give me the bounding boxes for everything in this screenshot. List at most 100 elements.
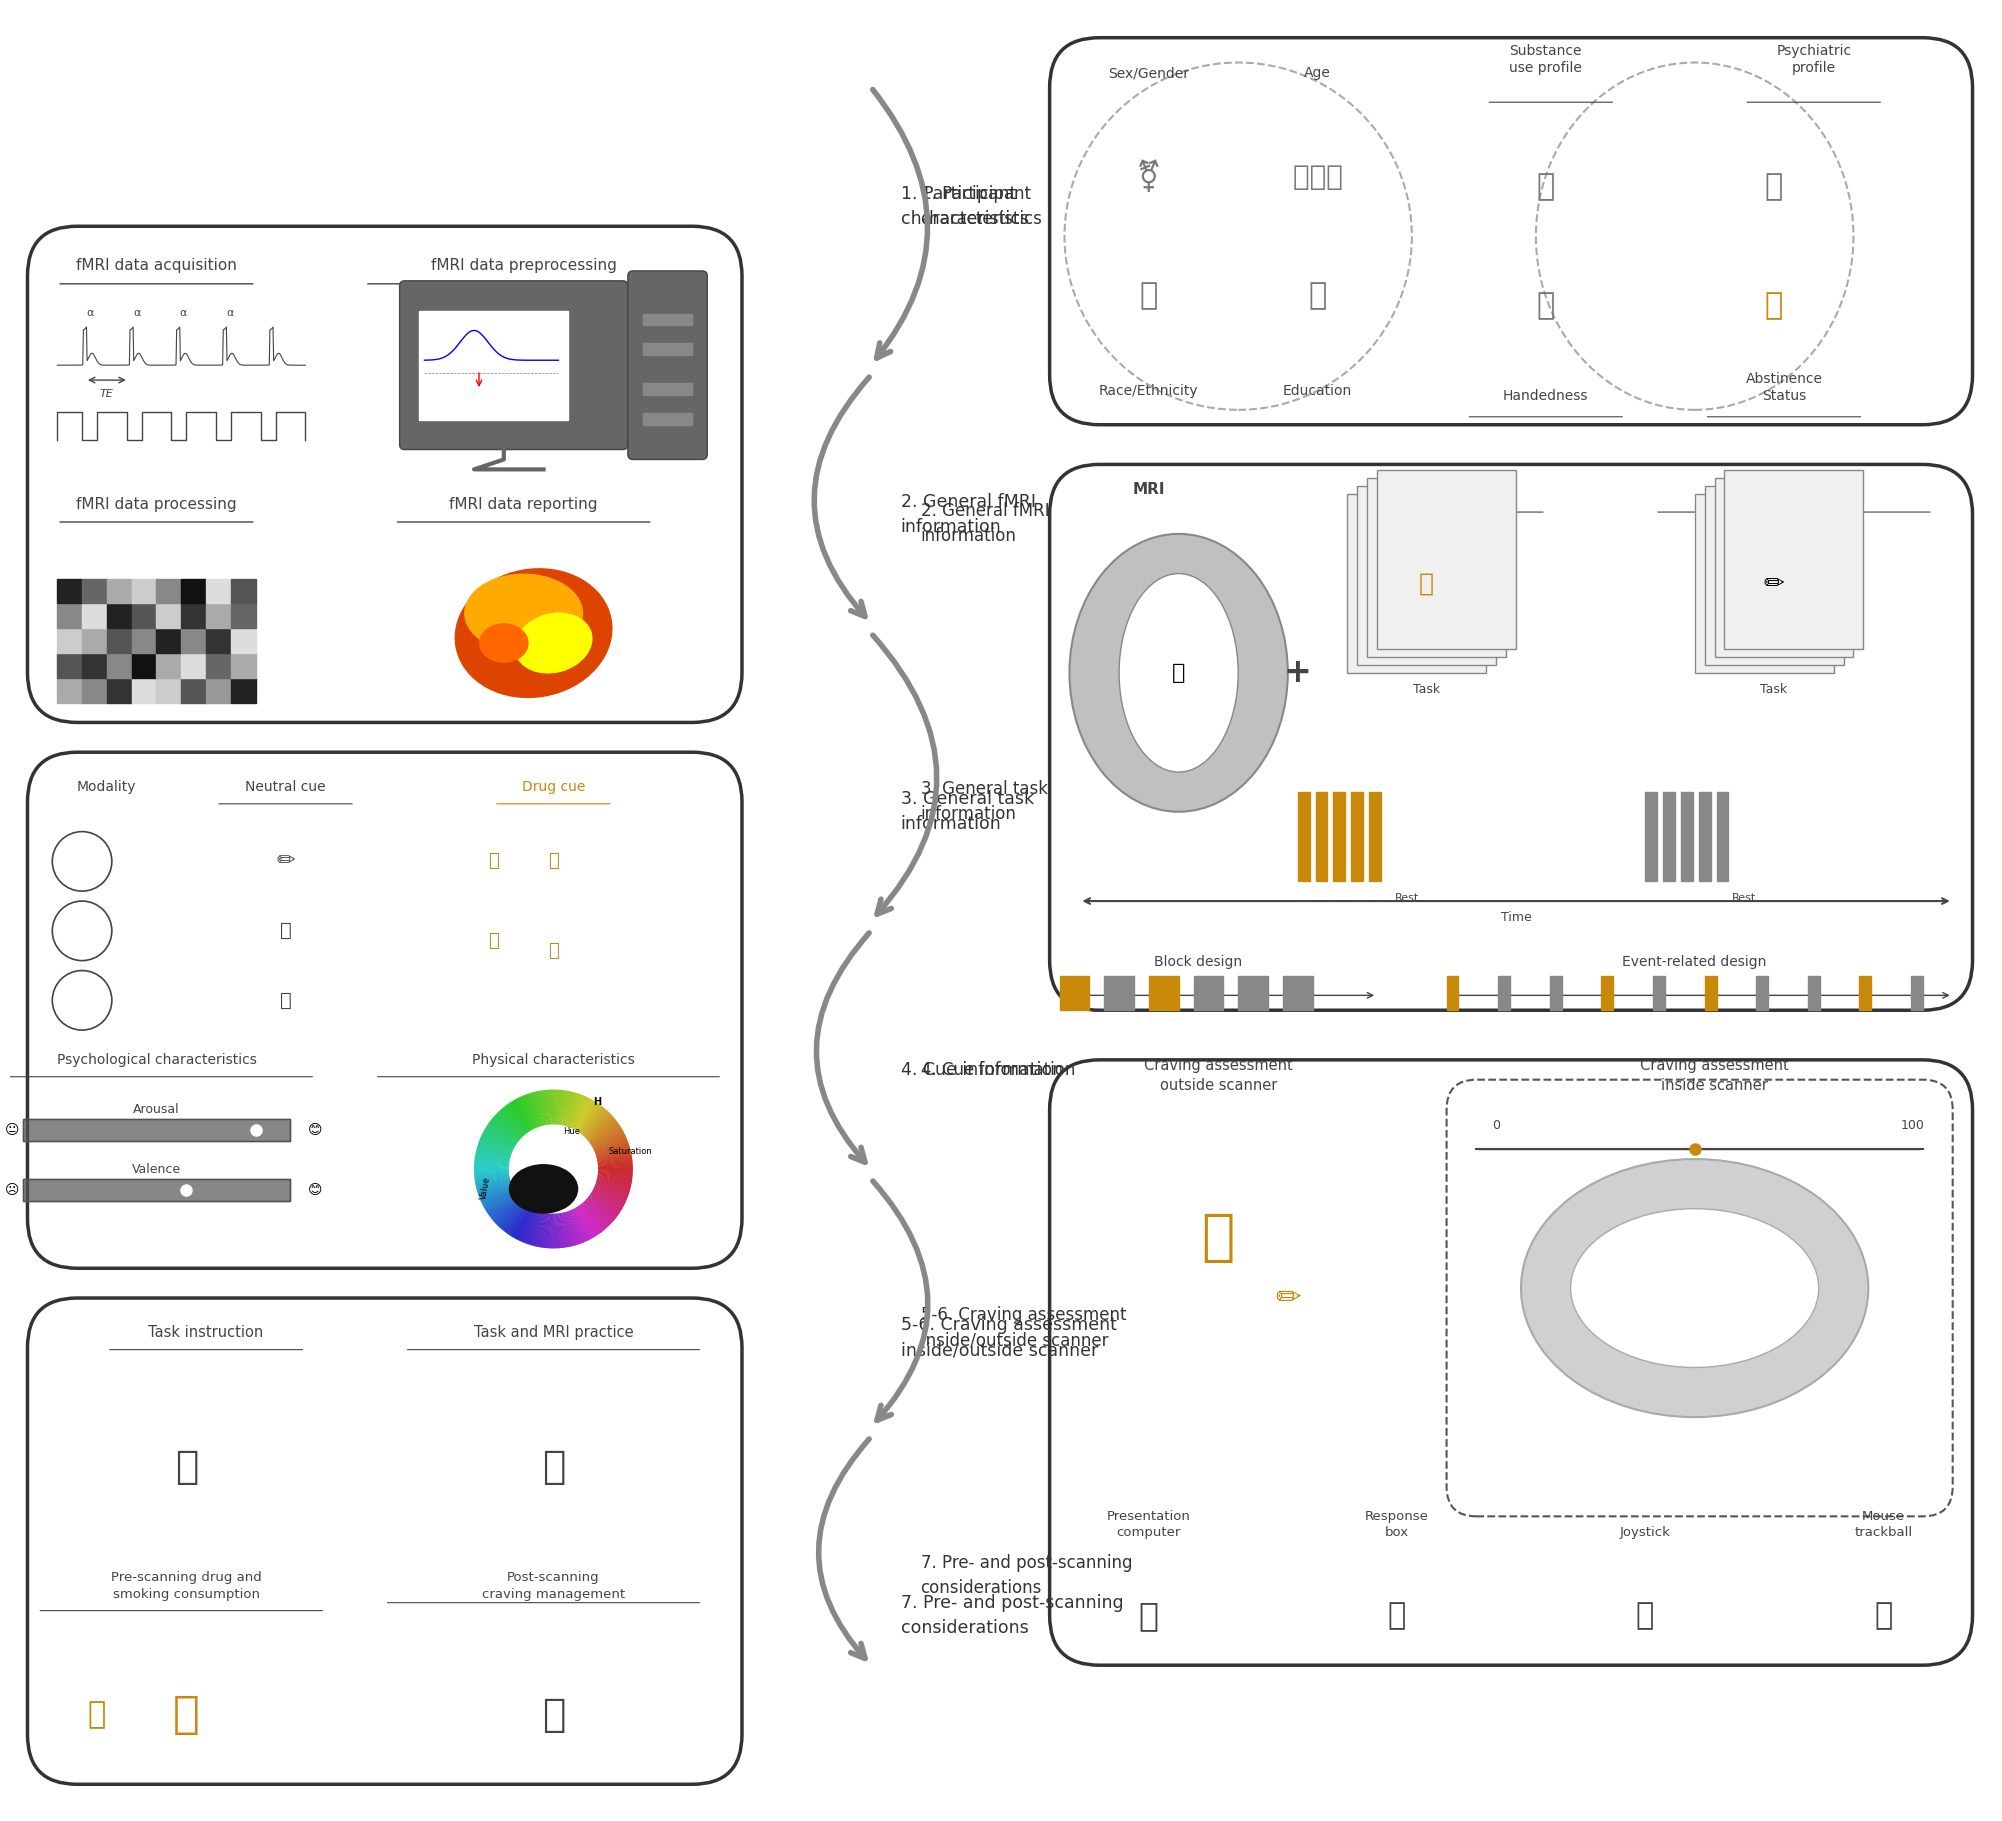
Wedge shape <box>571 1209 587 1242</box>
Wedge shape <box>593 1131 625 1149</box>
Wedge shape <box>581 1105 603 1134</box>
Bar <box>1724 470 1864 648</box>
Wedge shape <box>527 1211 539 1244</box>
Wedge shape <box>597 1147 631 1158</box>
Bar <box>1808 976 1820 1011</box>
Wedge shape <box>482 1189 515 1206</box>
Wedge shape <box>559 1091 567 1125</box>
Bar <box>58 677 82 703</box>
Wedge shape <box>474 1165 509 1167</box>
Text: Drug cue: Drug cue <box>1411 483 1481 497</box>
Wedge shape <box>591 1125 621 1145</box>
Wedge shape <box>593 1187 627 1204</box>
Wedge shape <box>474 1160 509 1165</box>
Text: Time: Time <box>1502 910 1532 923</box>
Text: fMRI data processing: fMRI data processing <box>76 497 236 512</box>
Wedge shape <box>478 1140 513 1153</box>
Wedge shape <box>561 1213 569 1247</box>
Wedge shape <box>547 1089 551 1125</box>
Wedge shape <box>587 1114 613 1140</box>
Wedge shape <box>482 1189 515 1207</box>
Wedge shape <box>482 1189 515 1207</box>
Text: ✋: ✋ <box>1538 291 1556 320</box>
Wedge shape <box>537 1213 545 1247</box>
Wedge shape <box>486 1193 517 1215</box>
Wedge shape <box>579 1104 601 1133</box>
Wedge shape <box>575 1100 595 1131</box>
Wedge shape <box>488 1195 519 1216</box>
Wedge shape <box>597 1147 631 1158</box>
Ellipse shape <box>515 612 593 674</box>
Wedge shape <box>488 1195 519 1218</box>
Wedge shape <box>595 1184 629 1196</box>
FancyBboxPatch shape <box>28 226 743 723</box>
Wedge shape <box>599 1171 633 1176</box>
Wedge shape <box>561 1091 567 1125</box>
Wedge shape <box>585 1200 611 1226</box>
Bar <box>156 654 182 677</box>
Text: 💉: 💉 <box>549 852 559 870</box>
Wedge shape <box>503 1107 527 1134</box>
Wedge shape <box>573 1096 589 1129</box>
Bar <box>106 628 132 654</box>
Wedge shape <box>490 1196 519 1220</box>
Wedge shape <box>567 1093 579 1127</box>
Ellipse shape <box>478 623 529 663</box>
Wedge shape <box>476 1147 511 1158</box>
Wedge shape <box>496 1200 523 1226</box>
Wedge shape <box>507 1206 527 1233</box>
Wedge shape <box>567 1211 579 1246</box>
Text: Handedness: Handedness <box>1504 390 1588 402</box>
Wedge shape <box>474 1171 509 1175</box>
Text: Post-scanning
craving management: Post-scanning craving management <box>482 1572 625 1601</box>
Wedge shape <box>553 1213 555 1249</box>
Wedge shape <box>507 1104 529 1133</box>
Text: 3. General task
information: 3. General task information <box>921 781 1047 823</box>
Wedge shape <box>599 1173 633 1178</box>
Wedge shape <box>527 1093 541 1127</box>
Wedge shape <box>509 1206 529 1236</box>
FancyBboxPatch shape <box>1447 1080 1952 1517</box>
Bar <box>182 654 206 677</box>
Text: 🚬: 🚬 <box>1419 572 1433 595</box>
Wedge shape <box>474 1175 509 1182</box>
Bar <box>132 579 156 603</box>
Wedge shape <box>597 1178 631 1187</box>
Wedge shape <box>589 1195 619 1216</box>
Wedge shape <box>595 1185 627 1202</box>
Text: ⚧: ⚧ <box>1135 160 1161 193</box>
Bar <box>206 677 230 703</box>
Text: 3. General task
information: 3. General task information <box>901 790 1033 834</box>
Wedge shape <box>551 1089 553 1124</box>
Wedge shape <box>589 1120 617 1142</box>
Bar <box>182 628 206 654</box>
Wedge shape <box>474 1160 509 1165</box>
Wedge shape <box>488 1122 517 1144</box>
Text: Saturation: Saturation <box>609 1147 653 1156</box>
Wedge shape <box>474 1167 509 1169</box>
Ellipse shape <box>509 1164 579 1213</box>
Wedge shape <box>595 1136 627 1151</box>
Wedge shape <box>599 1169 633 1171</box>
Wedge shape <box>573 1209 589 1242</box>
Text: Modality: Modality <box>78 779 136 794</box>
Wedge shape <box>555 1213 559 1249</box>
Wedge shape <box>595 1184 629 1198</box>
Wedge shape <box>474 1175 509 1180</box>
Text: Hue: Hue <box>563 1127 581 1136</box>
Bar <box>643 413 693 424</box>
Wedge shape <box>597 1176 631 1185</box>
Wedge shape <box>589 1118 617 1142</box>
Text: 🕹: 🕹 <box>1636 1601 1654 1630</box>
Wedge shape <box>478 1185 513 1200</box>
Wedge shape <box>482 1187 513 1204</box>
Wedge shape <box>561 1213 569 1247</box>
Wedge shape <box>591 1193 621 1213</box>
Wedge shape <box>577 1100 595 1131</box>
Wedge shape <box>563 1213 571 1247</box>
Wedge shape <box>484 1129 515 1147</box>
Wedge shape <box>478 1184 513 1198</box>
Bar <box>1682 792 1692 881</box>
Bar <box>206 579 230 603</box>
Wedge shape <box>597 1145 631 1156</box>
